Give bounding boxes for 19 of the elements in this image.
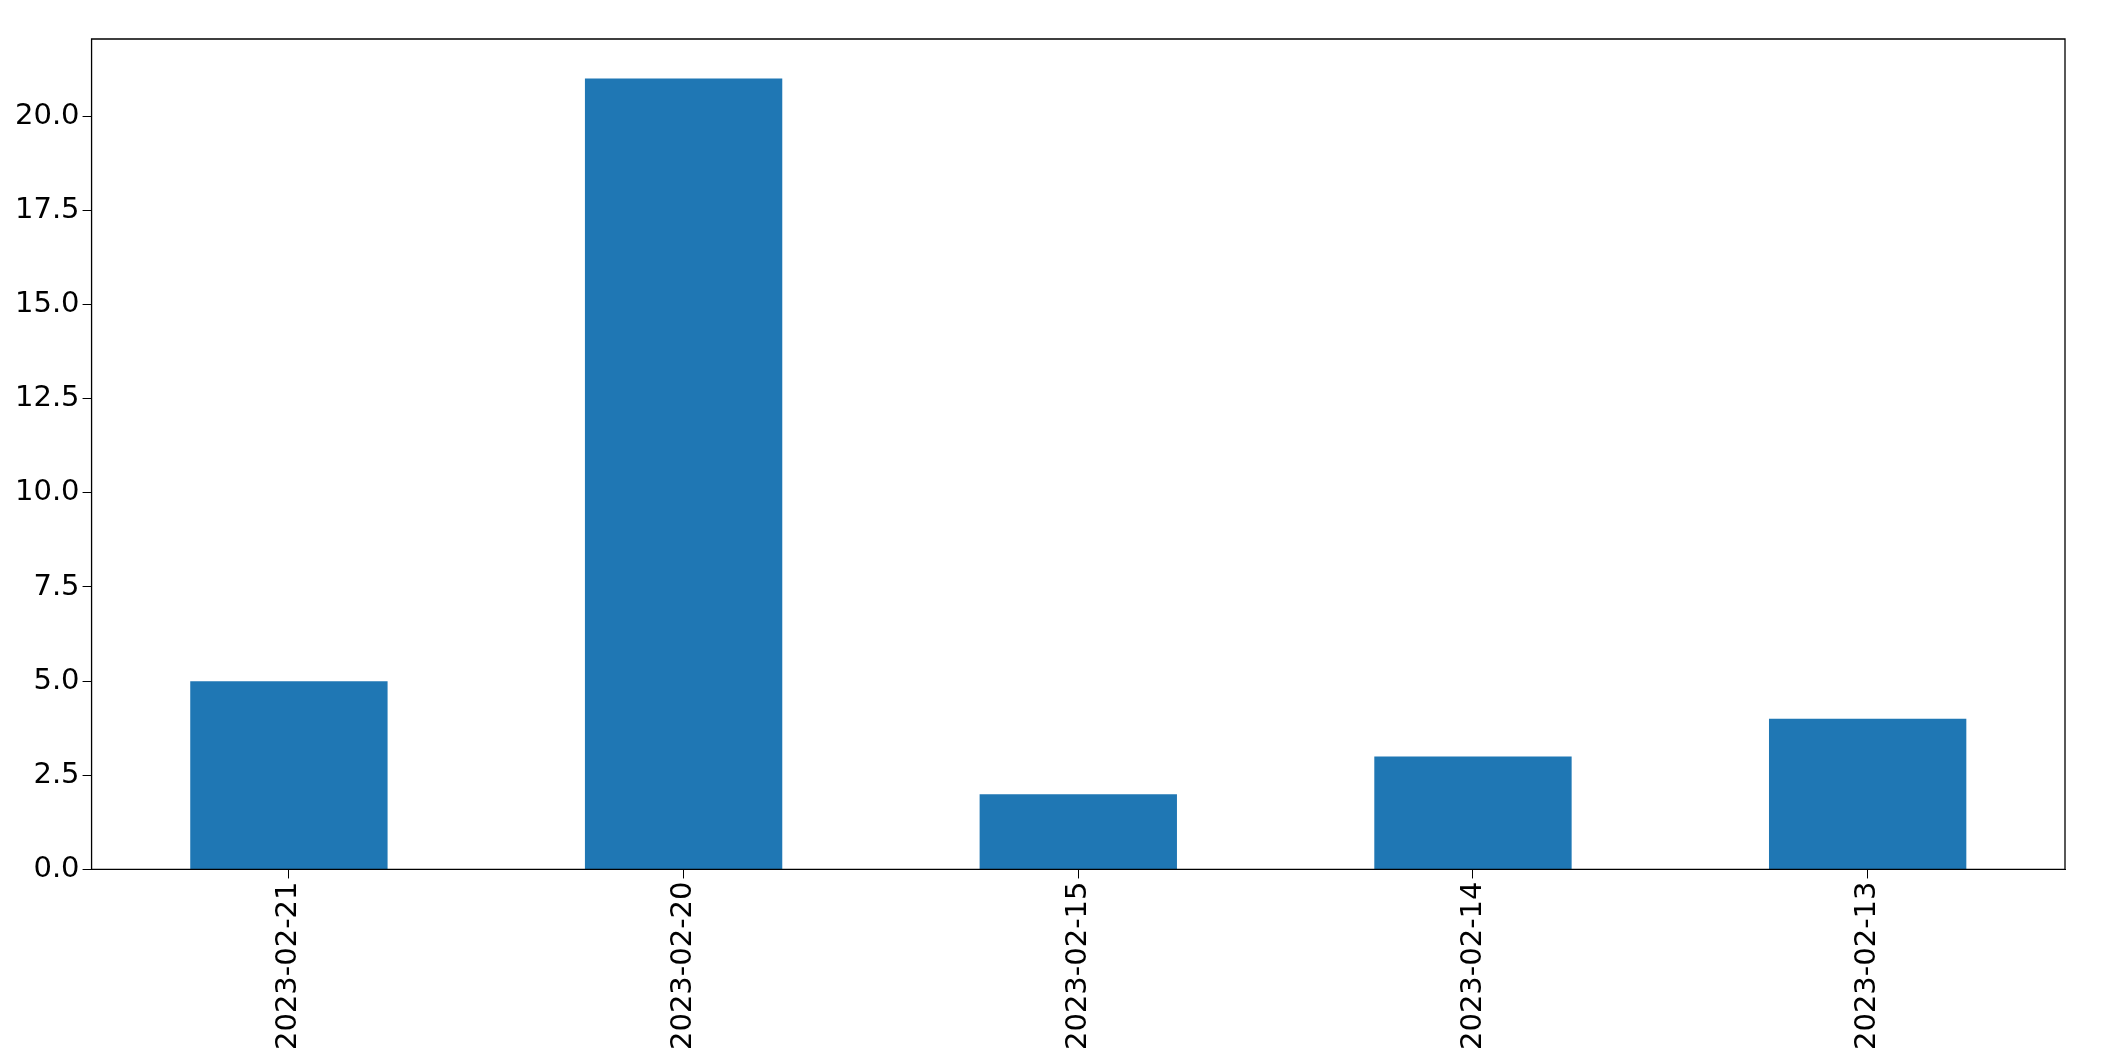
bar bbox=[584, 78, 783, 869]
bar bbox=[1768, 718, 1967, 869]
bar bbox=[190, 681, 388, 869]
y-tick-label: 20.0 bbox=[14, 96, 80, 131]
y-tick-label: 0.0 bbox=[33, 850, 80, 884]
y-tick-label: 12.5 bbox=[14, 379, 80, 414]
y-tick-label: 2.5 bbox=[33, 755, 80, 790]
bar bbox=[1374, 756, 1572, 869]
x-tick-label: 2023-02-20 bbox=[664, 881, 699, 1051]
x-tick-label: 2023-02-14 bbox=[1453, 881, 1488, 1051]
x-tick-label: 2023-02-21 bbox=[269, 881, 304, 1051]
y-tick-label: 5.0 bbox=[33, 661, 80, 696]
y-tick-label: 17.5 bbox=[14, 190, 80, 225]
x-tick-label: 2023-02-15 bbox=[1058, 881, 1093, 1051]
y-tick-label: 15.0 bbox=[14, 285, 80, 320]
y-tick-label: 10.0 bbox=[14, 473, 80, 508]
y-tick-label: 7.5 bbox=[33, 567, 80, 602]
bar bbox=[979, 794, 1177, 869]
x-tick-label: 2023-02-13 bbox=[1848, 881, 1883, 1051]
